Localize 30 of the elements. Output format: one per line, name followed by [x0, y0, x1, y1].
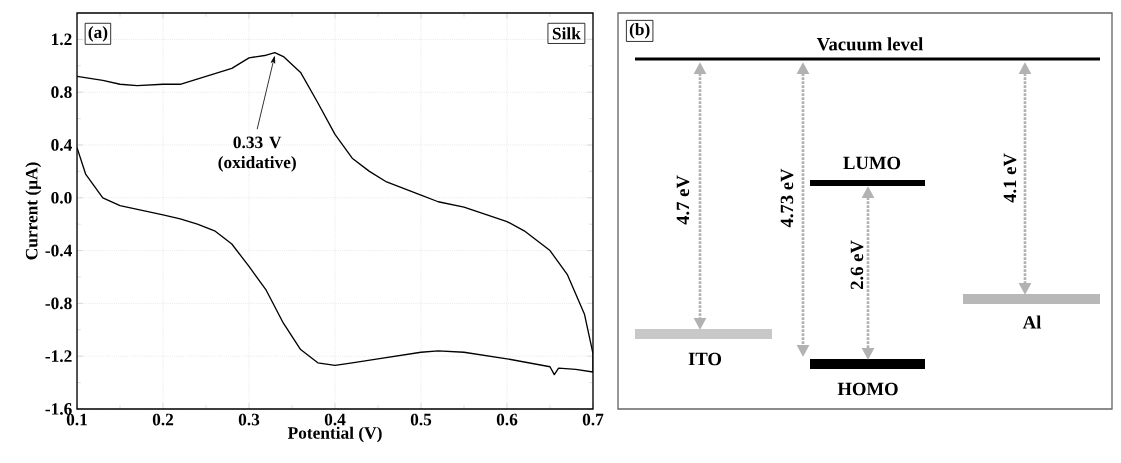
- y-tick-label: 1.2: [52, 33, 72, 46]
- text: (b): [629, 23, 650, 39]
- text: ITO: [688, 352, 722, 366]
- text: (a): [88, 25, 108, 42]
- x-tick-label: 0.3: [238, 413, 260, 426]
- text: Vacuum level: [816, 37, 924, 51]
- text: 4.7 eV: [676, 175, 690, 225]
- annotation: Silk: [552, 27, 581, 40]
- x-axis-title: Potential (V): [287, 426, 382, 443]
- y-tick-label: 0.8: [51, 86, 72, 99]
- text: HOMO: [837, 382, 898, 396]
- x-tick-label: 0.5: [410, 413, 432, 426]
- text: Al: [1022, 315, 1042, 329]
- y-tick-label: 0.0: [51, 191, 72, 204]
- x-tick-label: 0.6: [496, 413, 518, 426]
- y-tick-label: 0.4: [51, 139, 72, 151]
- y-axis-title: Current (μA): [25, 162, 42, 260]
- text: 4.73 eV: [780, 168, 794, 228]
- text: 4.1 eV: [1003, 153, 1017, 203]
- annotation: 0.33 V (oxidative): [218, 136, 296, 172]
- x-tick-label: 0.7: [582, 413, 604, 426]
- y-tick-label: -1.2: [45, 350, 72, 363]
- x-tick-label: 0.2: [152, 413, 174, 426]
- y-tick-label: -0.8: [45, 297, 72, 310]
- y-tick-label: -1.6: [45, 403, 72, 415]
- y-tick-label: -0.4: [45, 244, 72, 257]
- text: 2.6 eV: [850, 240, 864, 290]
- text: LUMO: [843, 156, 901, 170]
- x-tick-label: 0.1: [66, 413, 87, 426]
- x-tick-label: 0.4: [324, 413, 346, 426]
